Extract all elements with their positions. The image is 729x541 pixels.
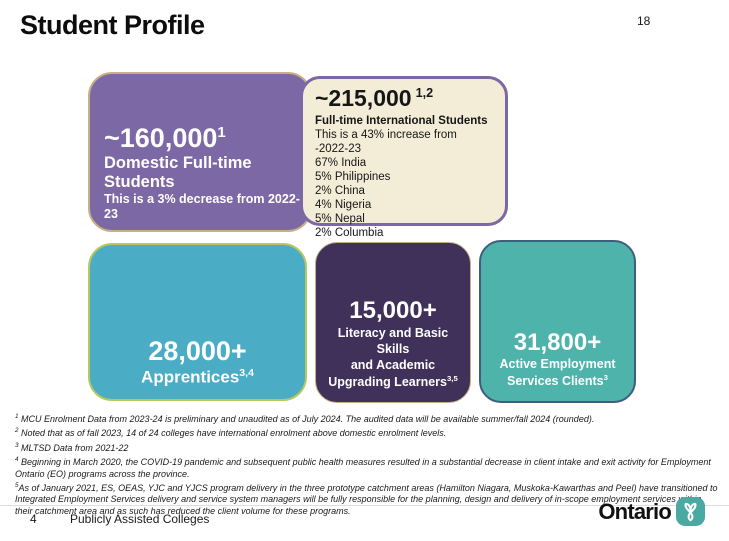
card-apprentices-content: 28,000+ Apprentices3,4 [96, 336, 299, 387]
footer-slide-number: 4 [30, 512, 37, 526]
employment-footnote-ref: 3 [603, 372, 608, 382]
footnote-1: 1 MCU Enrolment Data from 2023-24 is pre… [15, 411, 721, 425]
footnote-1-ref: 1 [15, 413, 19, 420]
card-international-students: ~215,000 1,2 Full-time International Stud… [300, 76, 508, 239]
page-number: 18 [637, 14, 651, 28]
breakdown-item-columbia: 2% Columbia [315, 227, 384, 240]
apprentices-label-text: Apprentices [141, 367, 240, 387]
card-literacy-content: 15,000+ Literacy and Basic Skills and Ac… [322, 297, 464, 390]
employment-value: 31,800+ [513, 328, 602, 356]
literacy-value: 15,000+ [349, 297, 437, 325]
apprentices-label: Apprentices3,4 [96, 367, 299, 387]
footnote-4-text: Beginning in March 2020, the COVID-19 pa… [15, 457, 711, 479]
breakdown-item-india: 67% India [315, 157, 367, 170]
footnote-2: 2 Noted that as of fall 2023, 14 of 24 c… [15, 425, 721, 439]
domestic-value: ~160,0001 [104, 123, 304, 154]
card-domestic-content: ~160,0001 Domestic Full-time Students Th… [104, 123, 304, 222]
apprentices-value: 28,000+ [148, 335, 247, 366]
footnote-2-text: Noted that as of fall 2023, 14 of 24 col… [18, 428, 447, 439]
ontario-logo-text: Ontario [598, 498, 671, 524]
footnote-3: 3 MLTSD Data from 2021-22 [15, 440, 721, 454]
footnotes: 1 MCU Enrolment Data from 2023-24 is pre… [15, 411, 721, 517]
page-title: Student Profile [20, 10, 205, 40]
international-value: ~215,000 1,2 [315, 85, 493, 111]
footnote-2-ref: 2 [15, 427, 19, 435]
ontario-logo: Ontario [598, 497, 705, 526]
card-domestic-students: ~160,0001 Domestic Full-time Students Th… [88, 72, 312, 232]
footnote-4-ref: 4 [15, 456, 19, 464]
card-employment-clients: 31,800+ Active Employment Services Clien… [479, 240, 636, 403]
breakdown-item-china: 2% China [315, 185, 365, 198]
breakdown-item-nepal: 5% Nepal [315, 213, 365, 226]
footer-divider [0, 505, 729, 506]
employment-label-text: Active Employment Services Clients [499, 357, 616, 388]
footnote-4: 4 Beginning in March 2020, the COVID-19 … [15, 454, 721, 480]
domestic-value-text: ~160,000 [104, 123, 218, 154]
domestic-value-footnote-ref: 1 [217, 125, 226, 142]
literacy-label-text: Literacy and Basic Skills and Academic U… [328, 325, 449, 389]
card-apprentices: 28,000+ Apprentices3,4 [88, 243, 307, 401]
footnote-5: 5As of January 2021, ES, OEAS, YJC and Y… [15, 480, 721, 517]
breakdown-item-philippines: 5% Philippines [315, 171, 391, 184]
international-value-text: ~215,000 [315, 85, 412, 111]
card-employment-content: 31,800+ Active Employment Services Clien… [487, 329, 628, 389]
card-literacy-learners: 15,000+ Literacy and Basic Skills and Ac… [315, 242, 471, 403]
domestic-subtext: This is a 3% decrease from 2022-23 [104, 192, 300, 221]
literacy-footnote-ref: 3,5 [447, 373, 458, 383]
breakdown-item-nigeria: 4% Nigeria [315, 199, 372, 212]
literacy-label: Literacy and Basic Skills and Academic U… [322, 325, 464, 390]
footnote-1-text: MCU Enrolment Data from 2023-24 is preli… [18, 414, 595, 424]
footnote-5-text: As of January 2021, ES, OEAS, YJC and YJ… [15, 483, 718, 516]
apprentices-footnote-ref: 3,4 [239, 366, 254, 379]
footnote-3-text: MLTSD Data from 2021-22 [18, 442, 129, 453]
international-subtext: This is a 43% increase from -2022-23 [315, 129, 457, 156]
employment-label: Active Employment Services Clients3 [487, 356, 628, 389]
trillium-icon [676, 497, 705, 526]
footnote-5-ref: 5 [15, 482, 19, 490]
international-value-footnote-ref: 1,2 [415, 86, 434, 101]
footer-label: Publicly Assisted Colleges [70, 512, 210, 526]
footnote-3-ref: 3 [15, 441, 19, 449]
domestic-label: Domestic Full-time Students [104, 154, 252, 192]
international-label: Full-time International Students [315, 115, 488, 128]
